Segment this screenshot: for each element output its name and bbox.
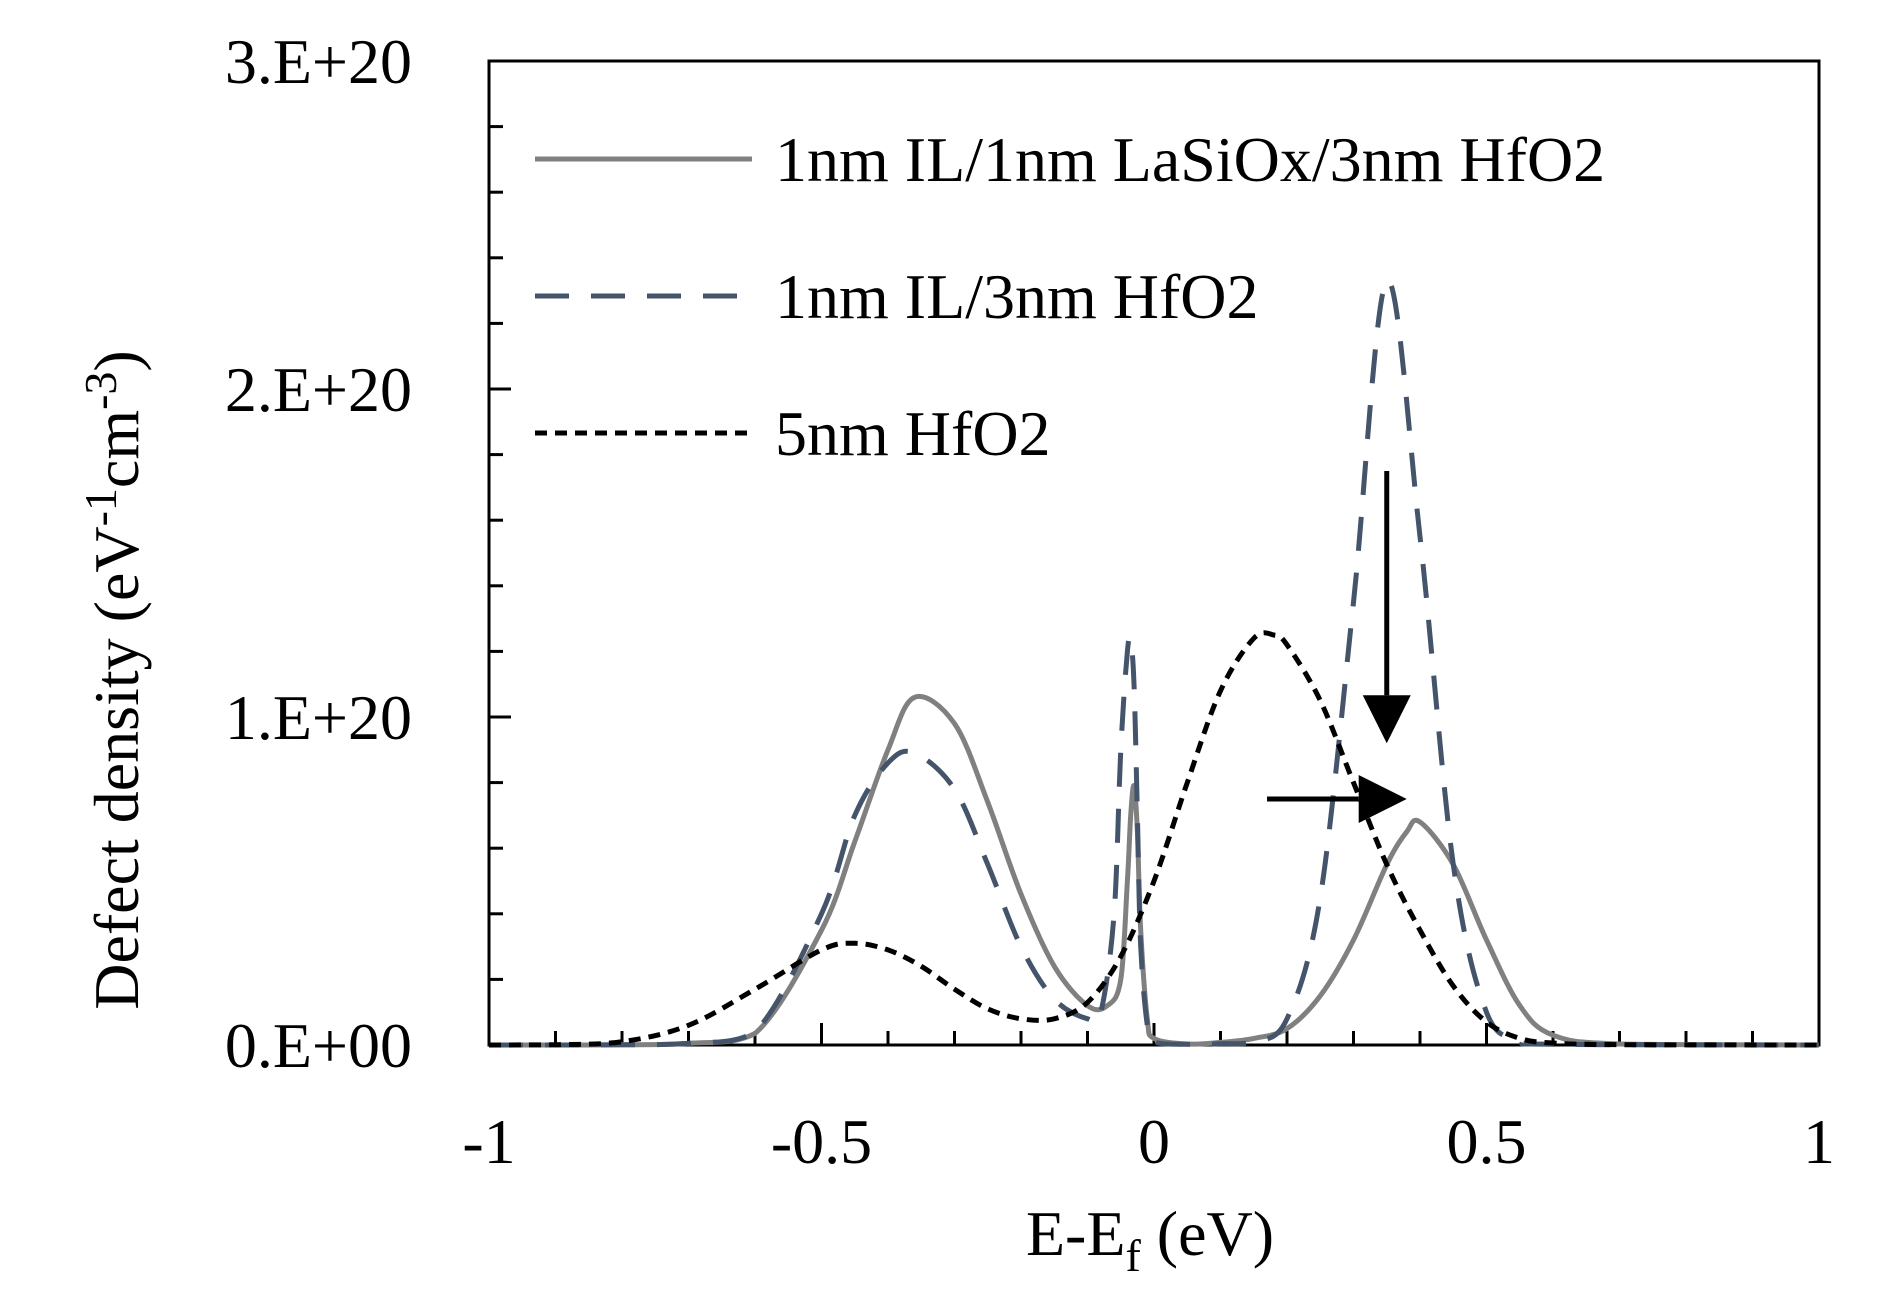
series-line-1 bbox=[489, 693, 1820, 1048]
y-axis-title-sup2: -3 bbox=[75, 372, 126, 410]
tick-marks bbox=[489, 125, 1754, 1045]
plot-area-frame bbox=[487, 59, 1821, 1047]
x-tick-label: 1 bbox=[1803, 1106, 1835, 1177]
series-line-2 bbox=[489, 278, 1820, 1048]
y-tick-label: 3.E+20 bbox=[225, 26, 412, 97]
legend: 1nm IL/1nm LaSiOx/3nm HfO2 1nm IL/3nm HfO… bbox=[535, 124, 1605, 469]
annotation-arrows bbox=[1267, 471, 1411, 823]
x-axis-title-main: E-E bbox=[1026, 1198, 1126, 1269]
y-tick-labels: 0.E+00 1.E+20 2.E+20 3.E+20 bbox=[225, 26, 412, 1081]
x-axis-title: E-Ef (eV) bbox=[1026, 1198, 1274, 1281]
y-axis-title-end: ) bbox=[81, 350, 152, 371]
series-line-3 bbox=[488, 630, 1820, 1048]
x-tick-label: -0.5 bbox=[771, 1106, 872, 1177]
y-axis-title-main: Defect density (eV bbox=[81, 526, 152, 1009]
arrow-right-head bbox=[1358, 775, 1407, 823]
y-tick-label: 0.E+00 bbox=[225, 1010, 412, 1081]
y-axis-title-sup1: -1 bbox=[75, 488, 126, 526]
x-tick-labels: -1 -0.5 0 0.5 1 bbox=[462, 1106, 1835, 1177]
y-tick-label: 2.E+20 bbox=[225, 354, 412, 425]
y-axis-title: Defect density (eV-1cm-3) bbox=[75, 350, 152, 1010]
x-tick-label: -1 bbox=[462, 1106, 515, 1177]
x-axis-title-subscript: f bbox=[1125, 1230, 1141, 1281]
legend-label: 1nm IL/1nm LaSiOx/3nm HfO2 bbox=[775, 124, 1605, 195]
data-series bbox=[488, 278, 1820, 1048]
arrow-down-head bbox=[1362, 695, 1411, 744]
x-tick-label: 0.5 bbox=[1447, 1106, 1527, 1177]
legend-label: 1nm IL/3nm HfO2 bbox=[775, 261, 1259, 332]
y-axis-title-mid: cm bbox=[81, 410, 152, 488]
x-tick-label: 0 bbox=[1138, 1106, 1170, 1177]
y-tick-label: 1.E+20 bbox=[225, 682, 412, 753]
x-axis-title-unit: (eV) bbox=[1141, 1198, 1274, 1269]
legend-label: 5nm HfO2 bbox=[775, 398, 1051, 469]
